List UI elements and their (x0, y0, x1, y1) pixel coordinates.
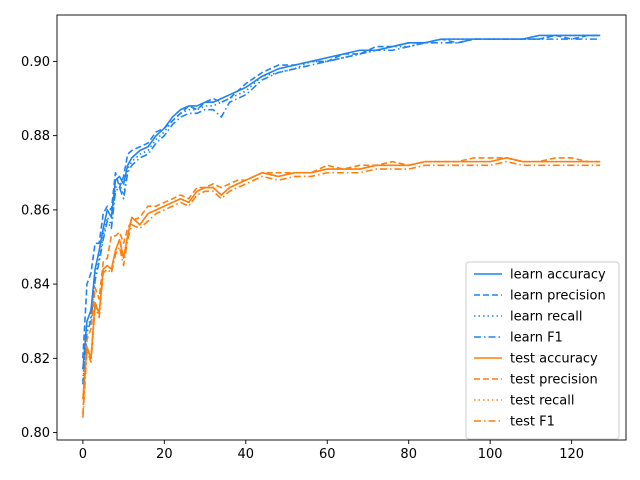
series-line-learn-accuracy (82, 34, 601, 370)
x-tick-label: 100 (478, 447, 503, 462)
series-line-learn-F1 (82, 38, 601, 385)
legend-label: test F1 (510, 415, 555, 430)
legend-label: test precision (510, 373, 598, 388)
series-line-learn-precision (82, 34, 601, 359)
axes: 0 20 40 60 80 100 120 0.80 0.82 0.84 0.86 0.88 0.90 (21, 14, 627, 462)
y-tick-label: 0.88 (21, 129, 50, 144)
legend-label: learn precision (510, 289, 606, 304)
legend-label: learn accuracy (510, 268, 606, 283)
series-line-test-recall (82, 157, 601, 400)
x-tick-label: 40 (238, 447, 255, 462)
y-tick-label: 0.86 (21, 203, 50, 218)
legend-label: test accuracy (510, 352, 598, 367)
y-tick-label: 0.84 (21, 278, 50, 293)
series-line-test-F1 (82, 160, 601, 418)
y-tick-label: 0.90 (21, 55, 50, 70)
legend-label: test recall (510, 394, 575, 409)
y-tick-label: 0.82 (21, 352, 50, 367)
x-tick-label: 0 (79, 447, 87, 462)
axes-frame (56, 14, 627, 441)
legend-label: learn recall (510, 310, 582, 325)
x-tick-label: 20 (156, 447, 173, 462)
y-tick-label: 0.80 (21, 426, 50, 441)
series-line-test-precision (82, 157, 601, 415)
x-tick-label: 60 (319, 447, 336, 462)
legend-box (465, 261, 620, 440)
plot-area (82, 34, 601, 418)
x-tick-label: 80 (400, 447, 417, 462)
legend: learn accuracy learn precision learn recal… (465, 261, 620, 440)
legend-label: learn F1 (510, 331, 563, 346)
x-tick-label: 120 (559, 447, 584, 462)
